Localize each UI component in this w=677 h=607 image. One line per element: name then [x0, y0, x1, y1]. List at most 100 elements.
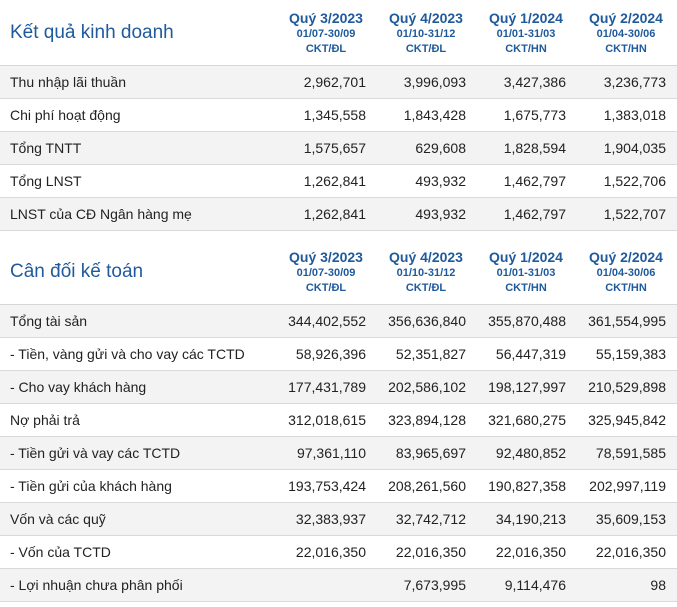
- row-value: 22,016,350: [495, 544, 566, 560]
- row-value: 1,383,018: [603, 107, 666, 123]
- row-value: 190,827,358: [488, 478, 566, 494]
- period-range: 01/07-30/09: [296, 27, 356, 40]
- row-value: 321,680,275: [488, 412, 566, 428]
- row-value: 52,351,827: [395, 346, 466, 362]
- row-label: Nợ phải trả: [10, 412, 80, 428]
- row-value: 1,828,594: [503, 140, 566, 156]
- row-value: 1,575,657: [303, 140, 366, 156]
- row-value: 9,114,476: [504, 577, 566, 593]
- period-range: 01/04-30/06: [596, 266, 656, 279]
- row-value: 35,609,153: [595, 511, 666, 527]
- row-value: 1,522,706: [603, 173, 666, 189]
- row-label: Vốn và các quỹ: [10, 511, 106, 527]
- row-value: 32,383,937: [295, 511, 366, 527]
- row-value: 7,673,995: [403, 577, 466, 593]
- period-type: CKT/ĐL: [305, 281, 347, 294]
- row-value: 1,462,797: [503, 206, 566, 222]
- row-value: 78,591,585: [595, 445, 666, 461]
- row-value: 344,402,552: [288, 313, 366, 329]
- table-row: - Tiền gửi và vay các TCTD 97,361,110 83…: [0, 437, 677, 470]
- row-value: 3,427,386: [503, 74, 566, 90]
- row-value: 323,894,128: [388, 412, 466, 428]
- period-type: CKT/HN: [605, 42, 647, 55]
- row-value: 325,945,842: [588, 412, 666, 428]
- table-row: - Cho vay khách hàng 177,431,789 202,586…: [0, 371, 677, 404]
- section-spacer: [0, 231, 677, 239]
- section-title: Cân đối kế toán: [10, 260, 144, 282]
- period-type: CKT/ĐL: [405, 42, 447, 55]
- row-value: 208,261,560: [388, 478, 466, 494]
- row-label: - Lợi nhuận chưa phân phối: [10, 577, 183, 593]
- row-value: 1,345,558: [303, 107, 366, 123]
- period-range: 01/10-31/12: [396, 266, 456, 279]
- section-rows: Tổng tài sản 344,402,552 356,636,840 355…: [0, 305, 677, 602]
- period-column-header: Quý 1/2024 01/01-31/03 CKT/HN: [476, 239, 576, 304]
- row-value: 198,127,997: [488, 379, 566, 395]
- row-value: 32,742,712: [395, 511, 466, 527]
- period-type: CKT/HN: [605, 281, 647, 294]
- table-row: - Tiền, vàng gửi và cho vay các TCTD 58,…: [0, 338, 677, 371]
- period-quarter: Quý 4/2023: [389, 248, 463, 265]
- period-column-header: Quý 4/2023 01/10-31/12 CKT/ĐL: [376, 0, 476, 65]
- row-value: 1,262,841: [303, 206, 366, 222]
- row-label: - Tiền, vàng gửi và cho vay các TCTD: [10, 346, 245, 362]
- row-value: 92,480,852: [495, 445, 566, 461]
- table-row: Tổng LNST 1,262,841 493,932 1,462,797 1,…: [0, 165, 677, 198]
- table-row: Tổng tài sản 344,402,552 356,636,840 355…: [0, 305, 677, 338]
- section-header: Cân đối kế toán Quý 3/2023 01/07-30/09 C…: [0, 239, 677, 305]
- table-row: - Tiền gửi của khách hàng 193,753,424 20…: [0, 470, 677, 503]
- row-value: 97,361,110: [296, 445, 366, 461]
- section-title: Kết quả kinh doanh: [10, 21, 174, 43]
- period-range: 01/01-31/03: [496, 27, 556, 40]
- row-label: - Tiền gửi của khách hàng: [10, 478, 172, 494]
- table-row: Tổng TNTT 1,575,657 629,608 1,828,594 1,…: [0, 132, 677, 165]
- row-value: 210,529,898: [588, 379, 666, 395]
- row-value: 1,675,773: [503, 107, 566, 123]
- period-quarter: Quý 3/2023: [289, 9, 363, 26]
- row-value: 2,962,701: [303, 74, 366, 90]
- row-value: 55,159,383: [595, 346, 666, 362]
- period-type: CKT/ĐL: [305, 42, 347, 55]
- row-value: 58,926,396: [295, 346, 366, 362]
- period-column-header: Quý 1/2024 01/01-31/03 CKT/HN: [476, 0, 576, 65]
- row-value: 83,965,697: [395, 445, 466, 461]
- row-label: Thu nhập lãi thuần: [10, 74, 126, 90]
- row-value: 1,262,841: [303, 173, 366, 189]
- table-row: Chi phí hoạt động 1,345,558 1,843,428 1,…: [0, 99, 677, 132]
- period-column-header: Quý 3/2023 01/07-30/09 CKT/ĐL: [276, 239, 376, 304]
- period-quarter: Quý 1/2024: [489, 248, 563, 265]
- section-header: Kết quả kinh doanh Quý 3/2023 01/07-30/0…: [0, 0, 677, 66]
- row-value: 34,190,213: [495, 511, 566, 527]
- table-row: - Lợi nhuận chưa phân phối 7,673,995 9,1…: [0, 569, 677, 602]
- row-value: 22,016,350: [295, 544, 366, 560]
- period-column-header: Quý 4/2023 01/10-31/12 CKT/ĐL: [376, 239, 476, 304]
- period-quarter: Quý 2/2024: [589, 248, 663, 265]
- period-range: 01/01-31/03: [496, 266, 556, 279]
- row-label: Tổng TNTT: [10, 140, 82, 156]
- row-value: 22,016,350: [395, 544, 466, 560]
- row-value: 202,997,119: [589, 478, 666, 494]
- row-value: 3,996,093: [403, 74, 466, 90]
- row-value: 202,586,102: [388, 379, 466, 395]
- table-row: LNST của CĐ Ngân hàng mẹ 1,262,841 493,9…: [0, 198, 677, 231]
- period-range: 01/07-30/09: [296, 266, 356, 279]
- period-column-header: Quý 2/2024 01/04-30/06 CKT/HN: [576, 239, 676, 304]
- table-row: - Vốn của TCTD 22,016,350 22,016,350 22,…: [0, 536, 677, 569]
- period-type: CKT/ĐL: [405, 281, 447, 294]
- balance-section: Cân đối kế toán Quý 3/2023 01/07-30/09 C…: [0, 239, 677, 602]
- income-section: Kết quả kinh doanh Quý 3/2023 01/07-30/0…: [0, 0, 677, 231]
- period-column-header: Quý 3/2023 01/07-30/09 CKT/ĐL: [276, 0, 376, 65]
- row-label: Tổng LNST: [10, 173, 82, 189]
- period-type: CKT/HN: [505, 281, 547, 294]
- period-quarter: Quý 3/2023: [289, 248, 363, 265]
- row-value: 1,843,428: [403, 107, 466, 123]
- row-value: 1,462,797: [503, 173, 566, 189]
- period-quarter: Quý 1/2024: [489, 9, 563, 26]
- table-row: Thu nhập lãi thuần 2,962,701 3,996,093 3…: [0, 66, 677, 99]
- period-range: 01/10-31/12: [396, 27, 456, 40]
- row-value: 493,932: [415, 173, 466, 189]
- table-row: Nợ phải trả 312,018,615 323,894,128 321,…: [0, 404, 677, 437]
- row-value: 56,447,319: [495, 346, 566, 362]
- row-value: 355,870,488: [488, 313, 566, 329]
